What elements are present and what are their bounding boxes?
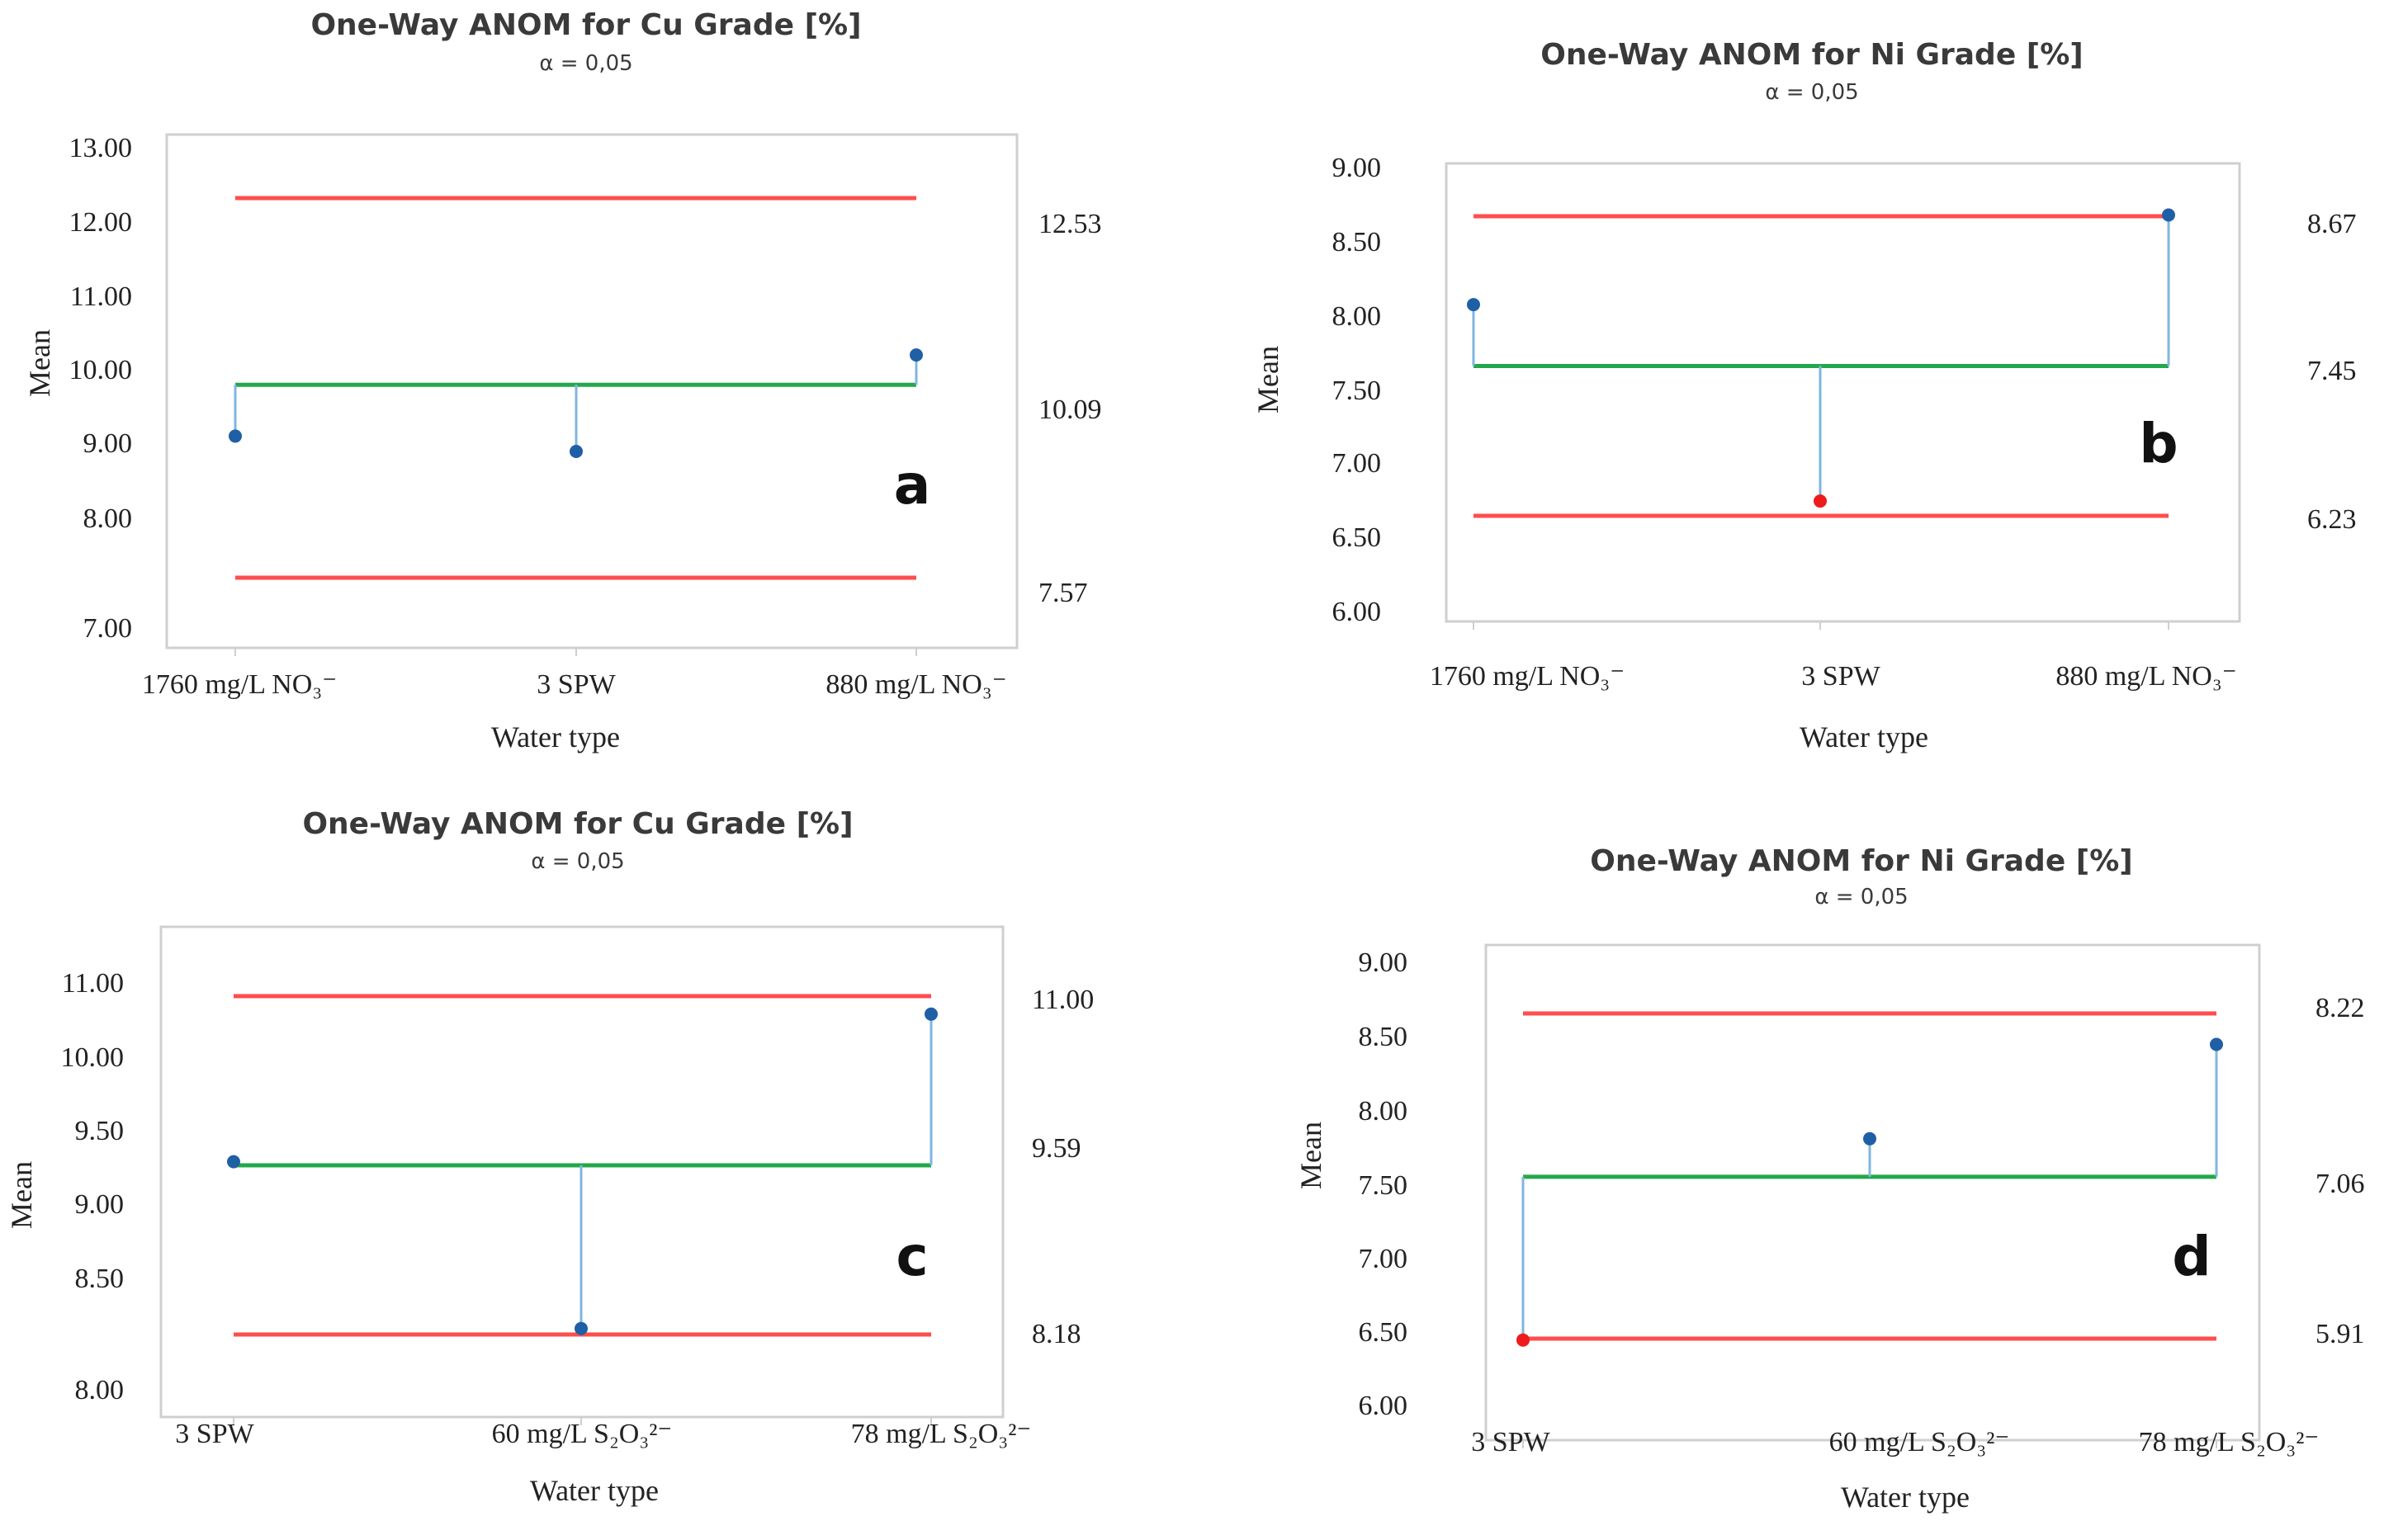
- plot-frame: [1484, 943, 2261, 1442]
- chart-subtitle: α = 0,05: [1814, 885, 1908, 909]
- y-tick-label: 9.00: [75, 1189, 125, 1220]
- decision-limit-label: 8.18: [1032, 1319, 1081, 1349]
- y-axis-label: Mean: [23, 329, 56, 397]
- y-tick-label: 13.00: [69, 133, 133, 163]
- mean-point: [2162, 208, 2175, 222]
- decision-limit-label: 8.22: [2315, 993, 2365, 1023]
- decision-limit-label: 10.09: [1038, 394, 1102, 425]
- decision-limit-label: 7.06: [2315, 1169, 2365, 1199]
- chart-panel-b: One-Way ANOM for Ni Grade [%] α = 0,05 9.0…: [1251, 38, 2357, 753]
- y-tick-label: 8.50: [75, 1264, 125, 1294]
- y-tick-label: 7.50: [1359, 1170, 1408, 1201]
- y-tick-label: 8.00: [1332, 301, 1382, 332]
- mean-point: [570, 444, 583, 458]
- y-axis-label: Mean: [1251, 346, 1284, 413]
- y-tick-label: 6.50: [1332, 522, 1382, 553]
- decision-limit-label: 6.23: [2307, 504, 2357, 535]
- y-tick-label: 8.50: [1332, 227, 1382, 257]
- y-tick-label: 9.00: [83, 428, 133, 459]
- panel-letter: b: [2139, 412, 2178, 475]
- y-tick-label: 7.50: [1332, 376, 1382, 406]
- x-category-label: 880 mg/L NO₃⁻: [2055, 661, 2236, 692]
- y-tick-label: 8.00: [83, 503, 133, 534]
- panel-letter: a: [894, 453, 931, 517]
- y-tick-label: 8.50: [1359, 1022, 1408, 1052]
- x-category-label: 60 mg/L S₂O₃²⁻: [492, 1419, 673, 1449]
- y-tick-label: 6.00: [1359, 1391, 1408, 1421]
- chart-subtitle: α = 0,05: [531, 849, 624, 874]
- mean-point: [910, 348, 923, 362]
- mean-point: [1467, 298, 1480, 312]
- mean-point: [575, 1321, 588, 1335]
- x-category-label: 3 SPW: [1801, 661, 1880, 692]
- mean-point: [1863, 1131, 1876, 1146]
- chart-title: One-Way ANOM for Ni Grade [%]: [1540, 38, 2084, 72]
- y-tick-label: 6.50: [1359, 1317, 1408, 1348]
- y-tick-label: 8.00: [1359, 1096, 1408, 1127]
- y-tick-label: 6.00: [1332, 597, 1382, 627]
- mean-point: [229, 429, 242, 443]
- x-category-label: 60 mg/L S₂O₃²⁻: [1829, 1427, 2010, 1457]
- chart-subtitle: α = 0,05: [539, 51, 632, 76]
- chart-title: One-Way ANOM for Cu Grade [%]: [302, 807, 853, 841]
- y-tick-label: 7.00: [83, 613, 133, 644]
- x-axis-label: Water type: [491, 720, 620, 753]
- y-tick-label: 7.00: [1359, 1244, 1408, 1274]
- decision-limit-label: 11.00: [1032, 985, 1094, 1015]
- x-category-label: 3 SPW: [175, 1419, 254, 1449]
- chart-title: One-Way ANOM for Cu Grade [%]: [310, 8, 861, 42]
- decision-limit-label: 7.45: [2307, 356, 2357, 386]
- x-category-label: 3 SPW: [537, 669, 616, 700]
- plot-frame: [165, 133, 1019, 650]
- x-category-label: 3 SPW: [1471, 1427, 1550, 1457]
- y-tick-label: 11.00: [62, 968, 124, 999]
- mean-point: [227, 1155, 240, 1169]
- x-axis-label: Water type: [530, 1474, 659, 1507]
- decision-limit-label: 5.91: [2315, 1319, 2365, 1349]
- y-tick-label: 9.50: [75, 1116, 125, 1146]
- decision-limit-label: 7.57: [1038, 578, 1088, 608]
- plot-frame: [1445, 162, 2241, 623]
- y-tick-label: 10.00: [69, 355, 133, 385]
- chart-panel-d: One-Way ANOM for Ni Grade [%] α = 0,05 9.0…: [1294, 844, 2365, 1514]
- y-axis-label: Mean: [1294, 1122, 1327, 1189]
- y-tick-label: 9.00: [1359, 947, 1408, 978]
- x-category-label: 1760 mg/L NO₃⁻: [1430, 661, 1625, 692]
- mean-point-out-of-limits: [1516, 1333, 1530, 1347]
- y-tick-label: 8.00: [75, 1375, 125, 1405]
- x-category-label: 78 mg/L S₂O₃²⁻: [2139, 1427, 2320, 1457]
- panel-letter: c: [896, 1225, 928, 1288]
- panel-letter: d: [2172, 1225, 2211, 1288]
- decision-limit-label: 8.67: [2307, 209, 2357, 239]
- y-tick-label: 10.00: [61, 1042, 125, 1073]
- mean-point-out-of-limits: [1814, 494, 1827, 508]
- x-axis-label: Water type: [1841, 1481, 1970, 1514]
- mean-point: [925, 1007, 938, 1021]
- y-tick-label: 9.00: [1332, 153, 1382, 183]
- y-tick-label: 12.00: [69, 207, 133, 238]
- y-axis-label: Mean: [5, 1161, 38, 1229]
- decision-limit-label: 12.53: [1038, 209, 1102, 239]
- x-category-label: 880 mg/L NO₃⁻: [825, 669, 1006, 700]
- mean-point: [2210, 1037, 2223, 1051]
- chart-title: One-Way ANOM for Ni Grade [%]: [1590, 844, 2133, 878]
- chart-panel-c: One-Way ANOM for Cu Grade [%] α = 0,05 11.…: [5, 807, 1094, 1507]
- decision-limit-label: 9.59: [1032, 1133, 1081, 1164]
- x-category-label: 78 mg/L S₂O₃²⁻: [851, 1419, 1032, 1449]
- x-axis-label: Water type: [1800, 720, 1928, 753]
- chart-panel-a: One-Way ANOM for Cu Grade [%] α = 0,05 13.…: [23, 8, 1102, 753]
- y-tick-label: 11.00: [70, 281, 132, 312]
- y-tick-label: 7.00: [1332, 448, 1382, 479]
- x-category-label: 1760 mg/L NO₃⁻: [142, 669, 337, 700]
- chart-subtitle: α = 0,05: [1765, 80, 1858, 105]
